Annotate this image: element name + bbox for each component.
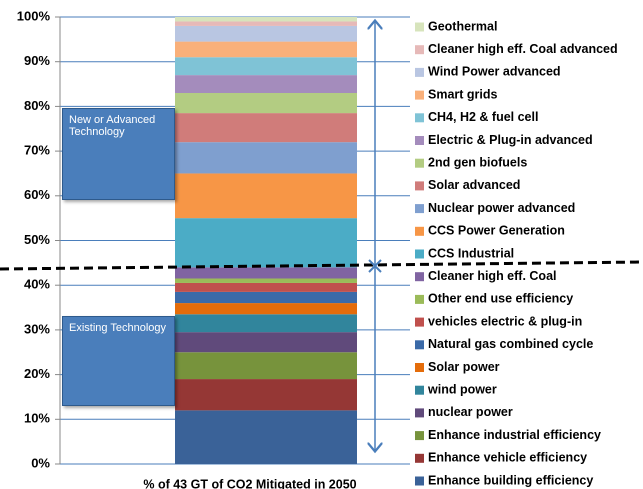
- legend-label: Solar advanced: [428, 178, 520, 192]
- legend-swatch: [415, 204, 424, 214]
- legend-swatch: [415, 431, 424, 441]
- bar-segment: [175, 314, 357, 333]
- bar-segment: [175, 410, 357, 464]
- bar-segment: [175, 332, 357, 353]
- bars: [175, 17, 357, 464]
- bar-segment: [175, 142, 357, 174]
- legend-label: Enhance vehicle efficiency: [428, 451, 587, 465]
- legend-label: CCS Industrial: [428, 246, 514, 260]
- bar-segment: [175, 41, 357, 58]
- legend-label: Nuclear power advanced: [428, 201, 575, 215]
- legend-swatch: [415, 67, 424, 77]
- annotation-box: New or Advanced Technology: [62, 108, 175, 200]
- bar-segment: [175, 25, 357, 42]
- legend-label: Enhance building efficiency: [428, 473, 593, 487]
- y-tick-label: 70%: [24, 143, 50, 158]
- legend-swatch: [415, 408, 424, 418]
- x-axis-label: % of 43 GT of CO2 Mitigated in 2050: [143, 477, 356, 489]
- legend-label: Geothermal: [428, 19, 497, 33]
- divider-line: [0, 260, 643, 271]
- legend-swatch: [415, 249, 424, 259]
- y-tick-label: 90%: [24, 53, 50, 68]
- legend-swatch: [415, 90, 424, 100]
- legend-swatch: [415, 385, 424, 395]
- bar-segment: [175, 278, 357, 283]
- bar-segment: [175, 303, 357, 315]
- bar-segment: [175, 282, 357, 292]
- y-tick-label: 80%: [24, 98, 50, 113]
- cross-mark: [368, 259, 382, 273]
- bar-segment: [175, 113, 357, 143]
- bar-segment: [175, 291, 357, 304]
- legend-swatch: [415, 45, 424, 55]
- legend-swatch: [415, 226, 424, 236]
- legend-swatch: [415, 158, 424, 168]
- legend-swatch: [415, 317, 424, 327]
- legend: Enhance building efficiency Enhance vehic…: [415, 19, 618, 487]
- legend-label: Electric & Plug-in advanced: [428, 133, 593, 147]
- bar-segment: [175, 57, 357, 76]
- legend-label: Smart grids: [428, 87, 498, 101]
- y-tick-label: 20%: [24, 366, 50, 381]
- y-tick-label: 60%: [24, 187, 50, 202]
- legend-swatch: [415, 22, 424, 32]
- legend-swatch: [415, 363, 424, 372]
- y-tick-label: 0%: [31, 455, 50, 470]
- bar-segment: [175, 21, 357, 26]
- y-tick-label: 10%: [24, 411, 50, 426]
- legend-swatch: [415, 294, 424, 304]
- legend-label: wind power: [427, 382, 497, 396]
- legend-label: Wind Power advanced: [428, 65, 561, 79]
- y-tick-label: 40%: [24, 277, 50, 292]
- legend-label: 2nd gen biofuels: [428, 155, 527, 169]
- legend-label: Other end use efficiency: [428, 292, 573, 306]
- legend-label: CH4, H2 & fuel cell: [428, 110, 538, 124]
- legend-swatch: [415, 272, 424, 282]
- legend-swatch: [415, 453, 424, 463]
- legend-label: Cleaner high eff. Coal advanced: [428, 42, 618, 56]
- y-tick-label: 50%: [24, 232, 50, 247]
- bar-segment: [175, 218, 357, 268]
- legend-label: Solar power: [428, 360, 500, 374]
- bar-segment: [175, 267, 357, 279]
- bar-segment: [175, 352, 357, 380]
- annotation-box: Existing Technology: [62, 316, 175, 406]
- legend-swatch: [415, 181, 424, 191]
- bar-segment: [175, 379, 357, 411]
- legend-label: Cleaner high eff. Coal: [428, 269, 557, 283]
- bar-segment: [175, 75, 357, 93]
- bar-segment: [175, 173, 357, 219]
- bar-segment: [175, 92, 357, 114]
- legend-swatch: [415, 340, 424, 350]
- legend-label: vehicles electric & plug-in: [428, 314, 582, 328]
- legend-label: CCS Power Generation: [428, 224, 565, 238]
- y-tick-label: 30%: [24, 321, 50, 336]
- legend-label: nuclear power: [428, 405, 513, 419]
- legend-label: Natural gas combined cycle: [428, 337, 593, 351]
- legend-label: Enhance industrial efficiency: [428, 428, 601, 442]
- legend-swatch: [415, 476, 424, 486]
- bar-segment: [175, 17, 357, 22]
- y-tick-label: 100%: [17, 8, 51, 23]
- legend-swatch: [415, 136, 424, 145]
- legend-swatch: [415, 113, 424, 123]
